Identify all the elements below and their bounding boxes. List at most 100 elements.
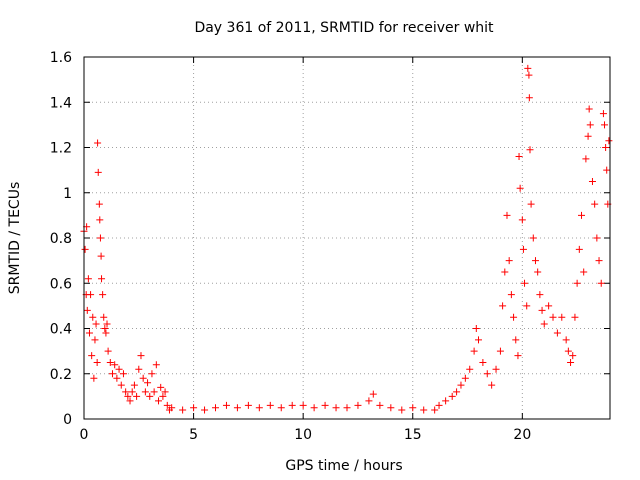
x-axis-label: GPS time / hours xyxy=(285,458,402,474)
data-point xyxy=(299,401,307,409)
data-point xyxy=(595,257,603,265)
data-point xyxy=(496,347,504,355)
y-tick-label: 1.6 xyxy=(50,50,72,66)
data-point xyxy=(141,388,149,396)
data-point xyxy=(588,177,596,185)
data-point xyxy=(93,358,101,366)
data-point xyxy=(266,401,274,409)
data-point xyxy=(564,347,572,355)
grid-lines xyxy=(84,57,610,419)
data-point xyxy=(420,406,428,414)
data-point xyxy=(448,392,456,400)
data-point xyxy=(591,200,599,208)
data-point xyxy=(457,381,465,389)
data-point xyxy=(472,325,480,332)
data-point xyxy=(137,352,145,360)
data-point xyxy=(104,347,112,355)
data-point xyxy=(168,404,176,412)
data-point xyxy=(113,374,121,382)
data-point xyxy=(571,313,579,321)
x-tick-label: 10 xyxy=(294,427,312,443)
data-point xyxy=(91,336,99,344)
data-point xyxy=(510,313,518,321)
tick-labels: 0 5 10 15 20 0 0.2 0.4 0.6 0.8 1 1.2 1.4 1.6 xyxy=(50,50,532,443)
data-point xyxy=(332,404,340,412)
data-point xyxy=(115,365,123,373)
data-point xyxy=(524,64,532,72)
data-point xyxy=(124,392,132,400)
data-point xyxy=(527,200,535,208)
data-point xyxy=(106,358,114,366)
data-point xyxy=(499,302,507,310)
data-point xyxy=(288,401,296,409)
data-point xyxy=(492,365,500,373)
data-point xyxy=(470,347,478,355)
data-point xyxy=(310,404,318,412)
data-point xyxy=(133,392,141,400)
data-point xyxy=(222,401,230,409)
data-point xyxy=(466,365,474,373)
data-point xyxy=(558,313,566,321)
data-point xyxy=(578,211,586,219)
y-tick-label: 1 xyxy=(63,186,72,202)
data-point xyxy=(582,155,590,163)
y-tick-label: 0.6 xyxy=(50,276,72,292)
data-point xyxy=(90,374,98,382)
data-point xyxy=(516,184,524,192)
data-point xyxy=(580,268,588,276)
data-point xyxy=(505,257,513,265)
data-point xyxy=(567,358,575,366)
data-point xyxy=(586,121,594,129)
data-point xyxy=(387,404,395,412)
data-point xyxy=(514,352,522,360)
data-point xyxy=(602,144,610,151)
data-point xyxy=(343,404,351,412)
data-point xyxy=(545,302,553,310)
y-axis-label: SRMTID / TECUs xyxy=(7,182,23,295)
data-point xyxy=(139,374,147,382)
data-point xyxy=(98,275,106,283)
data-point xyxy=(152,361,160,369)
data-point xyxy=(163,401,171,409)
plot-frame xyxy=(83,56,611,420)
data-point xyxy=(507,291,515,299)
data-point xyxy=(100,313,108,321)
data-point xyxy=(376,401,384,409)
data-point xyxy=(512,336,520,344)
data-point xyxy=(365,397,373,405)
data-point xyxy=(529,234,537,242)
data-point xyxy=(155,397,163,405)
data-point xyxy=(369,390,377,398)
data-point xyxy=(128,388,136,396)
data-point xyxy=(92,320,100,328)
data-point xyxy=(525,94,533,102)
data-point xyxy=(531,257,539,265)
data-point xyxy=(585,105,593,113)
y-tick-label: 1.4 xyxy=(50,95,72,111)
data-point xyxy=(157,383,165,391)
data-point xyxy=(146,392,154,400)
data-point xyxy=(89,313,97,321)
data-point xyxy=(179,406,187,414)
data-point xyxy=(81,245,89,253)
data-point xyxy=(96,216,104,224)
x-tick-label: 0 xyxy=(80,427,89,443)
data-points xyxy=(80,64,613,414)
data-point xyxy=(521,279,529,287)
data-point xyxy=(534,268,542,276)
data-point xyxy=(549,313,557,321)
data-point xyxy=(117,381,125,389)
data-point xyxy=(96,234,104,242)
data-point xyxy=(538,306,546,314)
data-point xyxy=(461,374,469,382)
data-point xyxy=(126,397,134,405)
data-point xyxy=(523,302,531,310)
data-point xyxy=(515,153,523,161)
data-point xyxy=(101,325,109,332)
data-point xyxy=(488,381,496,389)
data-point xyxy=(553,329,561,337)
data-point xyxy=(84,275,92,283)
data-point xyxy=(108,370,116,378)
y-tick-label: 1.2 xyxy=(50,141,72,157)
